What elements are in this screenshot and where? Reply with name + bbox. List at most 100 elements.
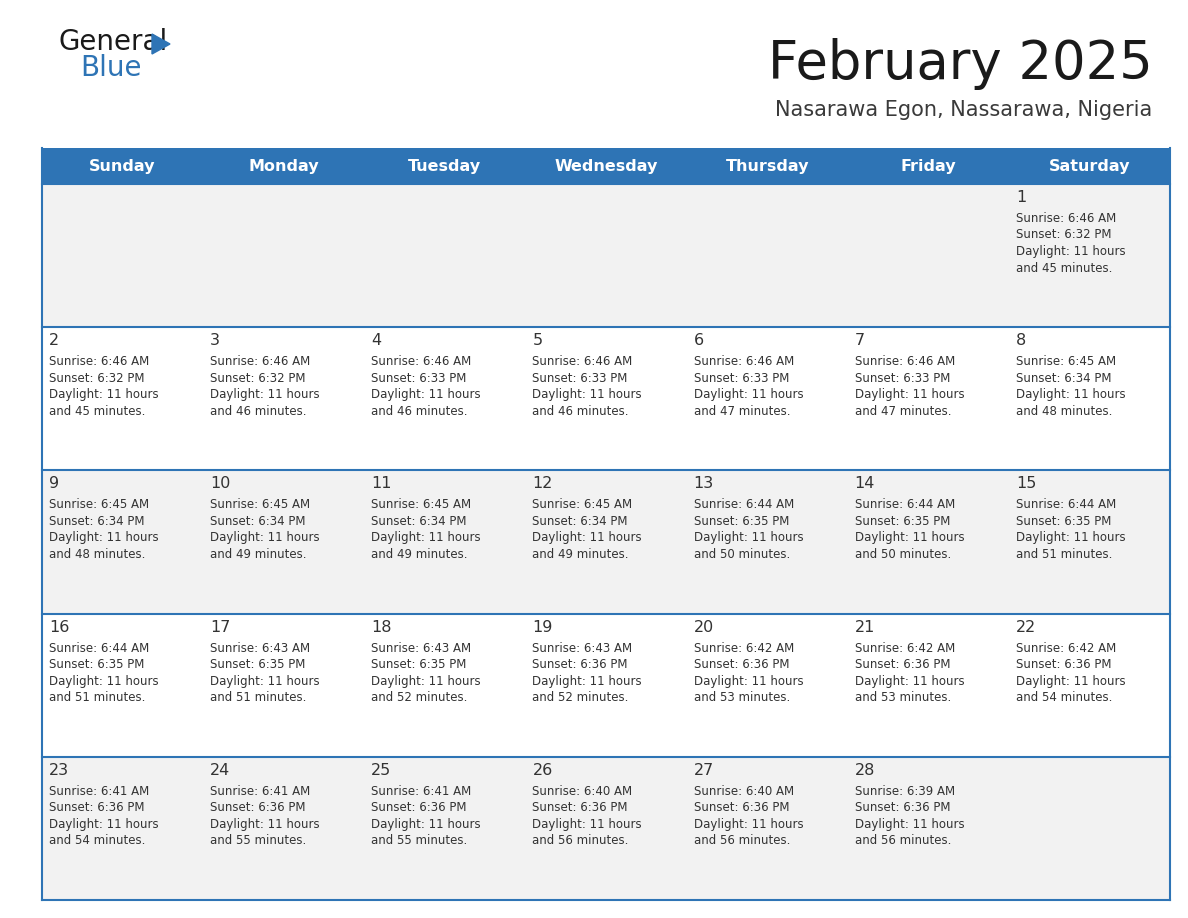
Text: Daylight: 11 hours: Daylight: 11 hours (854, 388, 965, 401)
Text: and 53 minutes.: and 53 minutes. (854, 691, 950, 704)
Text: and 45 minutes.: and 45 minutes. (1016, 262, 1112, 274)
Text: and 54 minutes.: and 54 minutes. (1016, 691, 1112, 704)
Text: Sunset: 6:36 PM: Sunset: 6:36 PM (854, 801, 950, 814)
Text: and 50 minutes.: and 50 minutes. (854, 548, 950, 561)
Text: Sunset: 6:33 PM: Sunset: 6:33 PM (372, 372, 467, 385)
Text: Sunrise: 6:46 AM: Sunrise: 6:46 AM (854, 355, 955, 368)
Text: and 49 minutes.: and 49 minutes. (372, 548, 468, 561)
Text: 3: 3 (210, 333, 220, 348)
Bar (42, 327, 1170, 470)
Text: Daylight: 11 hours: Daylight: 11 hours (1016, 388, 1125, 401)
Text: Daylight: 11 hours: Daylight: 11 hours (694, 675, 803, 688)
Text: Sunset: 6:34 PM: Sunset: 6:34 PM (372, 515, 467, 528)
Text: Sunrise: 6:45 AM: Sunrise: 6:45 AM (372, 498, 472, 511)
Text: and 45 minutes.: and 45 minutes. (49, 405, 145, 418)
Text: Daylight: 11 hours: Daylight: 11 hours (694, 818, 803, 831)
Text: and 51 minutes.: and 51 minutes. (49, 691, 145, 704)
Text: 10: 10 (210, 476, 230, 491)
Text: 11: 11 (372, 476, 392, 491)
Text: Sunset: 6:36 PM: Sunset: 6:36 PM (694, 801, 789, 814)
Text: 22: 22 (1016, 620, 1036, 634)
Text: Sunset: 6:36 PM: Sunset: 6:36 PM (532, 658, 628, 671)
Text: Sunrise: 6:46 AM: Sunrise: 6:46 AM (372, 355, 472, 368)
Text: 14: 14 (854, 476, 876, 491)
Text: and 52 minutes.: and 52 minutes. (372, 691, 468, 704)
Text: Sunrise: 6:43 AM: Sunrise: 6:43 AM (372, 642, 472, 655)
Text: 21: 21 (854, 620, 876, 634)
Text: Sunrise: 6:44 AM: Sunrise: 6:44 AM (694, 498, 794, 511)
Text: Blue: Blue (80, 54, 141, 82)
Text: Wednesday: Wednesday (555, 159, 658, 174)
Text: Daylight: 11 hours: Daylight: 11 hours (1016, 675, 1125, 688)
Text: 20: 20 (694, 620, 714, 634)
Text: Daylight: 11 hours: Daylight: 11 hours (854, 818, 965, 831)
Text: Sunrise: 6:44 AM: Sunrise: 6:44 AM (1016, 498, 1116, 511)
Text: 16: 16 (49, 620, 69, 634)
Text: 26: 26 (532, 763, 552, 778)
Text: Sunrise: 6:46 AM: Sunrise: 6:46 AM (210, 355, 310, 368)
Text: 28: 28 (854, 763, 876, 778)
Text: and 46 minutes.: and 46 minutes. (210, 405, 307, 418)
Text: Daylight: 11 hours: Daylight: 11 hours (854, 675, 965, 688)
Text: Sunday: Sunday (89, 159, 156, 174)
Text: Sunset: 6:32 PM: Sunset: 6:32 PM (1016, 229, 1111, 241)
Text: Sunrise: 6:40 AM: Sunrise: 6:40 AM (694, 785, 794, 798)
Text: Sunset: 6:34 PM: Sunset: 6:34 PM (1016, 372, 1111, 385)
Text: Daylight: 11 hours: Daylight: 11 hours (532, 818, 642, 831)
Text: Sunset: 6:33 PM: Sunset: 6:33 PM (532, 372, 627, 385)
Text: Sunrise: 6:41 AM: Sunrise: 6:41 AM (49, 785, 150, 798)
Text: Sunset: 6:36 PM: Sunset: 6:36 PM (49, 801, 145, 814)
Text: Sunset: 6:36 PM: Sunset: 6:36 PM (210, 801, 305, 814)
Text: Daylight: 11 hours: Daylight: 11 hours (49, 675, 159, 688)
Text: Sunrise: 6:41 AM: Sunrise: 6:41 AM (372, 785, 472, 798)
Text: and 53 minutes.: and 53 minutes. (694, 691, 790, 704)
Text: February 2025: February 2025 (767, 38, 1152, 90)
Text: Sunset: 6:34 PM: Sunset: 6:34 PM (532, 515, 628, 528)
Text: and 56 minutes.: and 56 minutes. (854, 834, 952, 847)
Text: Daylight: 11 hours: Daylight: 11 hours (49, 532, 159, 544)
Text: Daylight: 11 hours: Daylight: 11 hours (694, 388, 803, 401)
Text: Sunset: 6:35 PM: Sunset: 6:35 PM (210, 658, 305, 671)
Text: 12: 12 (532, 476, 552, 491)
Text: Sunrise: 6:40 AM: Sunrise: 6:40 AM (532, 785, 632, 798)
Text: Sunset: 6:36 PM: Sunset: 6:36 PM (1016, 658, 1111, 671)
Text: 24: 24 (210, 763, 230, 778)
Text: and 56 minutes.: and 56 minutes. (532, 834, 628, 847)
Polygon shape (152, 34, 170, 54)
Text: Sunset: 6:36 PM: Sunset: 6:36 PM (532, 801, 628, 814)
Text: Daylight: 11 hours: Daylight: 11 hours (372, 675, 481, 688)
Text: Sunrise: 6:45 AM: Sunrise: 6:45 AM (1016, 355, 1116, 368)
Text: and 55 minutes.: and 55 minutes. (372, 834, 468, 847)
Text: Daylight: 11 hours: Daylight: 11 hours (49, 388, 159, 401)
Text: Daylight: 11 hours: Daylight: 11 hours (1016, 245, 1125, 258)
Text: and 46 minutes.: and 46 minutes. (372, 405, 468, 418)
Text: Monday: Monday (248, 159, 320, 174)
Text: and 49 minutes.: and 49 minutes. (532, 548, 628, 561)
Text: 1: 1 (1016, 190, 1026, 205)
Text: Sunrise: 6:44 AM: Sunrise: 6:44 AM (854, 498, 955, 511)
Text: Nasarawa Egon, Nassarawa, Nigeria: Nasarawa Egon, Nassarawa, Nigeria (775, 100, 1152, 120)
Text: General: General (58, 28, 168, 56)
Text: Sunrise: 6:42 AM: Sunrise: 6:42 AM (854, 642, 955, 655)
Text: Daylight: 11 hours: Daylight: 11 hours (372, 388, 481, 401)
Text: Sunrise: 6:43 AM: Sunrise: 6:43 AM (532, 642, 632, 655)
Text: Sunrise: 6:46 AM: Sunrise: 6:46 AM (694, 355, 794, 368)
Text: Sunset: 6:35 PM: Sunset: 6:35 PM (49, 658, 145, 671)
Text: Sunrise: 6:44 AM: Sunrise: 6:44 AM (49, 642, 150, 655)
Text: Daylight: 11 hours: Daylight: 11 hours (854, 532, 965, 544)
Text: 6: 6 (694, 333, 703, 348)
Text: 18: 18 (372, 620, 392, 634)
Text: 7: 7 (854, 333, 865, 348)
Bar (42, 613, 1170, 756)
Text: and 56 minutes.: and 56 minutes. (694, 834, 790, 847)
Bar (42, 470, 1170, 613)
Text: Sunset: 6:32 PM: Sunset: 6:32 PM (49, 372, 145, 385)
Text: Sunset: 6:34 PM: Sunset: 6:34 PM (49, 515, 145, 528)
Text: Daylight: 11 hours: Daylight: 11 hours (49, 818, 159, 831)
Text: 8: 8 (1016, 333, 1026, 348)
Bar (42, 148, 1170, 184)
Text: Sunrise: 6:42 AM: Sunrise: 6:42 AM (694, 642, 794, 655)
Text: Sunset: 6:33 PM: Sunset: 6:33 PM (854, 372, 950, 385)
Text: and 47 minutes.: and 47 minutes. (854, 405, 952, 418)
Text: and 51 minutes.: and 51 minutes. (210, 691, 307, 704)
